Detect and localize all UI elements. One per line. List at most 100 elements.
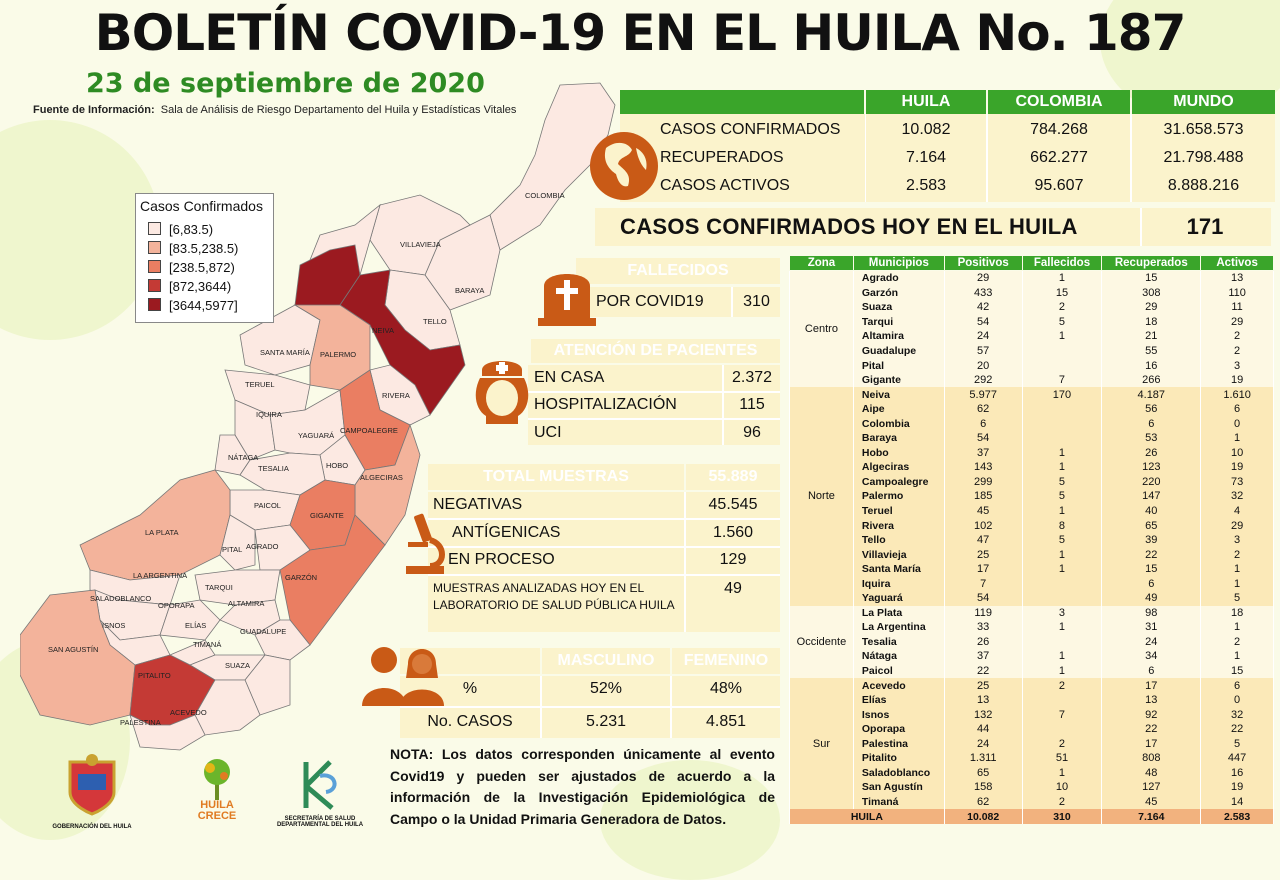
recuperados-cell: 15 [1101, 561, 1202, 577]
municipio-cell: San Agustín [852, 780, 945, 795]
value-colombia: 784.268 [1030, 121, 1088, 138]
positivos-cell: 22 [943, 663, 1023, 679]
total-cell: 7.164 [1101, 809, 1202, 824]
map-label-agrado: AGRADO [246, 542, 279, 551]
fallecidos-cell: 5 [1021, 314, 1103, 330]
table-row: Palestina 24 2 17 5 [790, 736, 1274, 752]
atencion-value: 2.372 [731, 369, 773, 386]
map-label-garzon: GARZÓN [285, 573, 317, 582]
municipio-cell: Campoalegre [852, 474, 945, 490]
map-label-paicol: PAICOL [254, 501, 281, 510]
legend-item: [238.5,872) [148, 260, 235, 275]
logo-secretaria-label: SECRETARÍA DE SALUD DEPARTAMENTAL DEL HU… [276, 816, 364, 828]
positivos-cell: 7 [943, 576, 1023, 592]
table-row: Yaguará 54 49 5 [790, 591, 1274, 606]
divider [1140, 208, 1142, 246]
map-label-la-argentina: LA ARGENTINA [133, 571, 187, 580]
municipio-cell: Colombia [852, 416, 945, 432]
genero-m: 52% [589, 680, 623, 697]
atencion-label: UCI [534, 424, 562, 441]
recuperados-cell: 48 [1101, 765, 1202, 781]
map-label-la-plata: LA PLATA [145, 528, 179, 537]
recuperados-cell: 31 [1101, 620, 1202, 635]
recuperados-cell: 98 [1101, 605, 1202, 621]
municipio-cell: Acevedo [852, 678, 945, 693]
recuperados-cell: 55 [1101, 343, 1202, 359]
atencion-label: EN CASA [534, 369, 605, 386]
municipio-cell: Santa María [852, 561, 945, 577]
positivos-cell: 119 [943, 605, 1023, 621]
fallecidos-cell: 1 [1021, 649, 1103, 664]
fallecidos-cell: 2 [1021, 678, 1103, 693]
legend-item: [83.5,238.5) [148, 241, 238, 256]
activos-cell: 5 [1200, 591, 1274, 606]
table-row: Sur Acevedo 25 2 17 6 [789, 678, 1274, 810]
table-row: Oporapa 44 22 22 [790, 721, 1274, 737]
legend-item: [872,3644) [148, 279, 231, 294]
huila-map: COLOMBIA VILLAVIEJA BARAYA TELLO NEIVA S… [20, 82, 616, 751]
positivos-cell: 185 [943, 489, 1023, 504]
recuperados-cell: 53 [1101, 431, 1202, 446]
positivos-cell: 25 [943, 547, 1023, 562]
genero-f: 48% [709, 680, 743, 697]
fallecidos-cell: 10 [1021, 780, 1103, 795]
municipio-cell: Saladoblanco [852, 765, 945, 781]
positivos-cell: 37 [943, 649, 1023, 664]
th-zona: Zona [789, 255, 854, 271]
positivos-cell: 62 [943, 794, 1023, 810]
positivos-cell: 57 [943, 343, 1023, 359]
map-region-altamira [219, 599, 281, 636]
map-label-acevedo: ACEVEDO [170, 708, 207, 717]
value-colombia: 662.277 [1030, 149, 1088, 166]
positivos-cell: 47 [943, 532, 1023, 548]
activos-cell: 29 [1200, 314, 1274, 330]
activos-cell: 19 [1200, 780, 1274, 795]
value-huila: 10.082 [901, 121, 951, 138]
activos-cell: 0 [1200, 692, 1274, 708]
municipio-cell: Nátaga [852, 649, 945, 664]
row-recuperados: RECUPERADOS 7.164 662.277 21.798.488 [620, 144, 1275, 172]
map-label-guadalupe: GUADALUPE [240, 627, 286, 636]
map-label-suaza: SUAZA [225, 661, 250, 670]
global-summary-table: HUILA COLOMBIA MUNDO CASOS CONFIRMADOS 1… [620, 90, 1275, 202]
muestras-value: 129 [719, 551, 747, 568]
col-masculino: MASCULINO [542, 648, 670, 674]
recuperados-cell: 21 [1101, 329, 1202, 344]
fallecidos-cell: 2 [1021, 736, 1103, 752]
activos-cell: 4 [1200, 503, 1274, 519]
legend-swatch [148, 298, 161, 311]
fallecidos-cell: 2 [1021, 794, 1103, 810]
positivos-cell: 33 [943, 620, 1023, 635]
map-label-oporapa: OPORAPA [158, 601, 195, 610]
recuperados-cell: 29 [1101, 300, 1202, 315]
activos-cell: 1.610 [1200, 387, 1274, 402]
value-huila: 7.164 [905, 149, 947, 166]
positivos-cell: 13 [943, 692, 1023, 708]
table-row: Timaná 62 2 45 14 [790, 794, 1274, 810]
fallecidos-cell [1021, 416, 1103, 432]
recuperados-cell: 39 [1101, 532, 1202, 548]
atencion-box [528, 365, 780, 445]
microscope-icon [406, 513, 445, 574]
map-label-gigante: GIGANTE [310, 511, 344, 520]
map-label-tesalia: TESALIA [258, 464, 289, 473]
municipios-table: Zona Municipios Positivos Fallecidos Rec… [789, 255, 1274, 824]
nurse-icon [475, 361, 529, 424]
activos-cell: 2 [1200, 329, 1274, 344]
fallecidos-cell: 1 [1021, 503, 1103, 519]
map-label-neiva: NEIVA [372, 326, 394, 335]
municipio-cell: Yaguará [852, 591, 945, 606]
value-mundo: 8.888.216 [1167, 177, 1240, 194]
source-label: Fuente de Información: [33, 104, 155, 116]
fallecidos-cell: 1 [1021, 765, 1103, 781]
recuperados-cell: 22 [1101, 547, 1202, 562]
positivos-cell: 158 [943, 780, 1023, 795]
map-label-santa-maria: SANTA MARÍA [260, 348, 310, 357]
map-label-san-agustin: SAN AGUSTÍN [48, 645, 98, 654]
positivos-cell: 65 [943, 765, 1023, 781]
municipio-cell: Isnos [852, 707, 945, 722]
fallecidos-cell: 1 [1021, 547, 1103, 562]
total-row: HUILA 10.082 310 7.164 2.583 [789, 809, 1274, 824]
genero-f: 4.851 [705, 713, 747, 730]
table-row: Tarqui 54 5 18 29 [790, 314, 1274, 330]
